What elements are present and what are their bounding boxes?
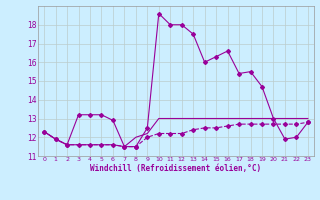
X-axis label: Windchill (Refroidissement éolien,°C): Windchill (Refroidissement éolien,°C) (91, 164, 261, 173)
